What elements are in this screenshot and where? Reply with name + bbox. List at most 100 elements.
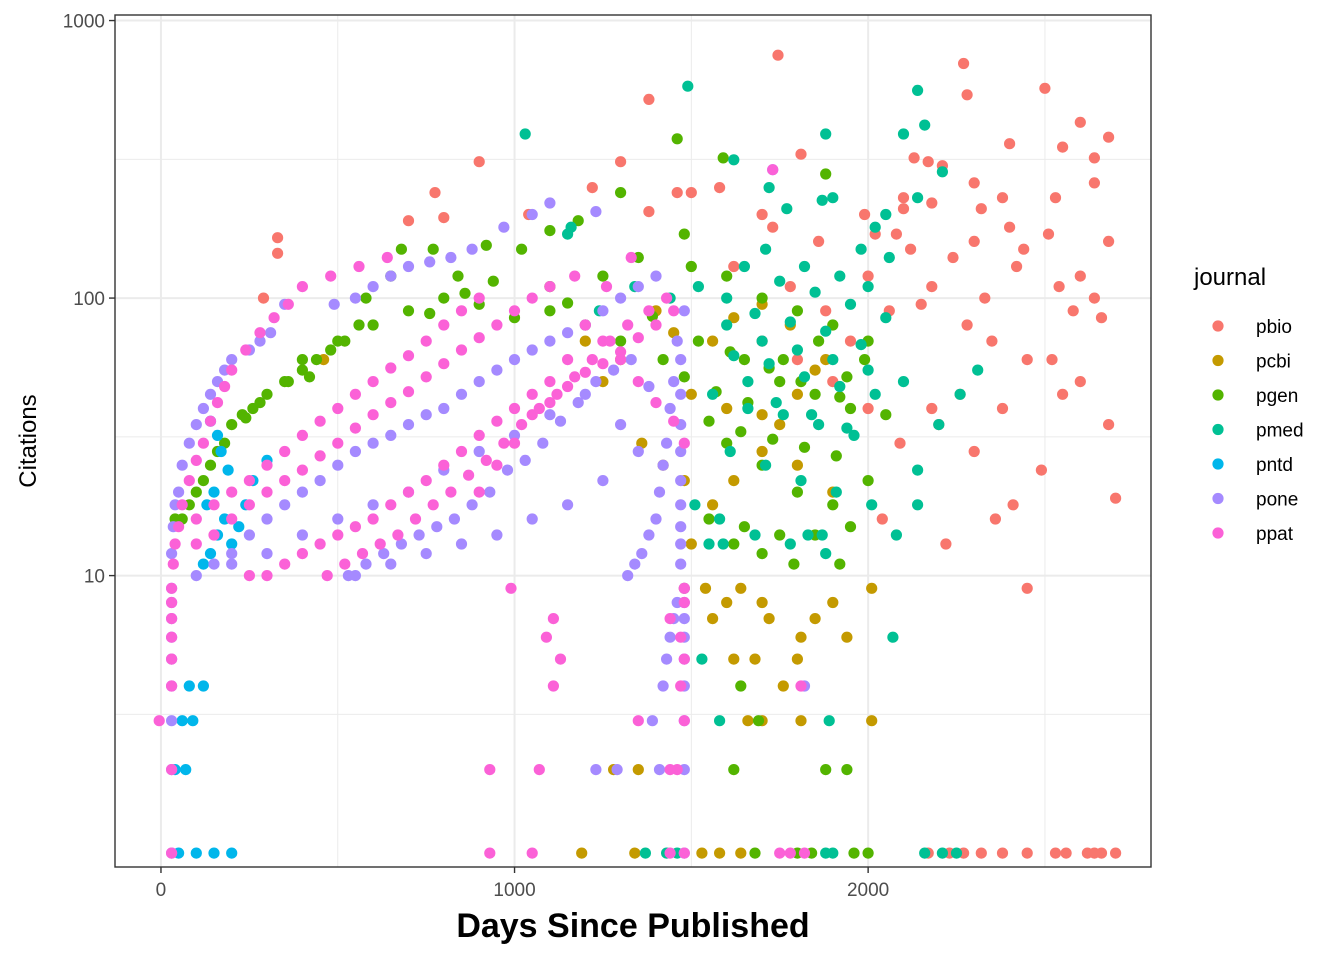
point-pntd: [208, 486, 220, 498]
point-pone: [650, 270, 662, 282]
point-pone: [632, 281, 644, 293]
point-pmed: [728, 350, 740, 362]
point-pmed: [887, 631, 899, 643]
point-pbio: [1060, 847, 1072, 859]
point-pbio: [1110, 847, 1122, 859]
point-pgen: [685, 260, 697, 273]
point-pgen: [544, 305, 556, 317]
point-pone: [668, 376, 680, 388]
point-ppat: [349, 388, 361, 400]
point-pgen: [774, 529, 786, 541]
point-pone: [678, 613, 690, 625]
point-pcbi: [735, 847, 747, 859]
point-pbio: [996, 402, 1009, 415]
point-ppat: [675, 680, 687, 692]
point-pgen: [360, 292, 372, 304]
point-pone: [657, 459, 669, 471]
point-ppat: [540, 631, 553, 643]
point-pone: [590, 764, 602, 776]
y-axis-title: Citations: [15, 394, 42, 487]
point-ppat: [544, 376, 556, 388]
point-pcbi: [809, 613, 821, 625]
point-pcbi: [728, 312, 740, 324]
point-pcbi: [721, 596, 733, 609]
point-pbio: [429, 187, 441, 199]
point-ppat: [166, 613, 178, 625]
point-pgen: [774, 376, 786, 388]
x-tick-label: 2000: [847, 880, 889, 901]
point-pone: [664, 402, 676, 415]
point-pmed: [827, 847, 839, 859]
point-ppat: [226, 486, 238, 498]
point-pone: [675, 475, 687, 487]
point-pone: [332, 459, 344, 471]
legend-key-pntd: [1212, 458, 1224, 470]
point-pbio: [772, 49, 784, 61]
point-pone: [657, 680, 669, 692]
point-pbio: [996, 847, 1009, 859]
point-pgen: [261, 388, 273, 400]
point-pmed: [749, 307, 761, 320]
point-pone: [173, 486, 185, 498]
point-ppat: [632, 332, 644, 344]
point-pcbi: [791, 388, 804, 400]
point-pbio: [714, 182, 726, 194]
point-pone: [590, 206, 602, 218]
point-pone: [501, 464, 514, 476]
point-pmed: [798, 260, 811, 273]
point-pgen: [728, 764, 740, 776]
point-ppat: [484, 847, 496, 859]
point-pcbi: [579, 335, 591, 347]
point-ppat: [562, 354, 574, 366]
point-ppat: [632, 376, 644, 388]
point-ppat: [664, 847, 676, 859]
point-ppat: [166, 582, 178, 594]
point-pgen: [752, 715, 765, 727]
point-pone: [349, 292, 361, 304]
point-pmed: [827, 192, 839, 204]
point-pgen: [862, 847, 874, 859]
legend-label-pcbi: pcbi: [1256, 352, 1291, 373]
point-pbio: [876, 513, 888, 525]
point-ppat: [625, 251, 637, 264]
point-pcbi: [696, 847, 708, 859]
point-pone: [420, 409, 432, 421]
point-pone: [519, 454, 531, 466]
point-pone: [526, 344, 538, 356]
y-tick-label: 1000: [63, 12, 105, 33]
point-ppat: [569, 270, 581, 282]
point-ppat: [190, 513, 202, 525]
point-ppat: [226, 513, 238, 525]
point-pbio: [272, 232, 284, 244]
point-pmed: [820, 128, 832, 140]
point-ppat: [516, 419, 528, 431]
point-pcbi: [791, 653, 804, 665]
point-ppat: [784, 847, 796, 859]
point-pbio: [1004, 138, 1016, 150]
legend: journal pbio pcbi pgen pmed pntd pone ppat: [1193, 264, 1304, 545]
point-ppat: [374, 538, 386, 550]
point-ppat: [183, 475, 195, 487]
point-pone: [629, 558, 641, 570]
point-ppat: [678, 653, 690, 665]
point-pgen: [738, 354, 751, 366]
grid-lines: [115, 15, 1151, 867]
legend-label-pbio: pbio: [1256, 317, 1292, 338]
point-ppat: [526, 388, 538, 400]
point-pmed: [855, 339, 867, 351]
point-pbio: [947, 251, 959, 264]
point-pgen: [721, 270, 733, 282]
point-ppat: [650, 319, 662, 331]
point-pgen: [597, 270, 609, 282]
point-pone: [431, 521, 443, 533]
point-ppat: [254, 327, 266, 339]
point-pone: [385, 429, 397, 441]
point-pmed: [781, 203, 793, 215]
point-pone: [183, 437, 195, 449]
point-pmed: [763, 358, 775, 370]
point-pbio: [1004, 221, 1016, 233]
point-pgen: [848, 847, 860, 859]
point-pntd: [176, 715, 188, 727]
point-ppat: [153, 715, 165, 727]
point-pone: [508, 429, 521, 441]
